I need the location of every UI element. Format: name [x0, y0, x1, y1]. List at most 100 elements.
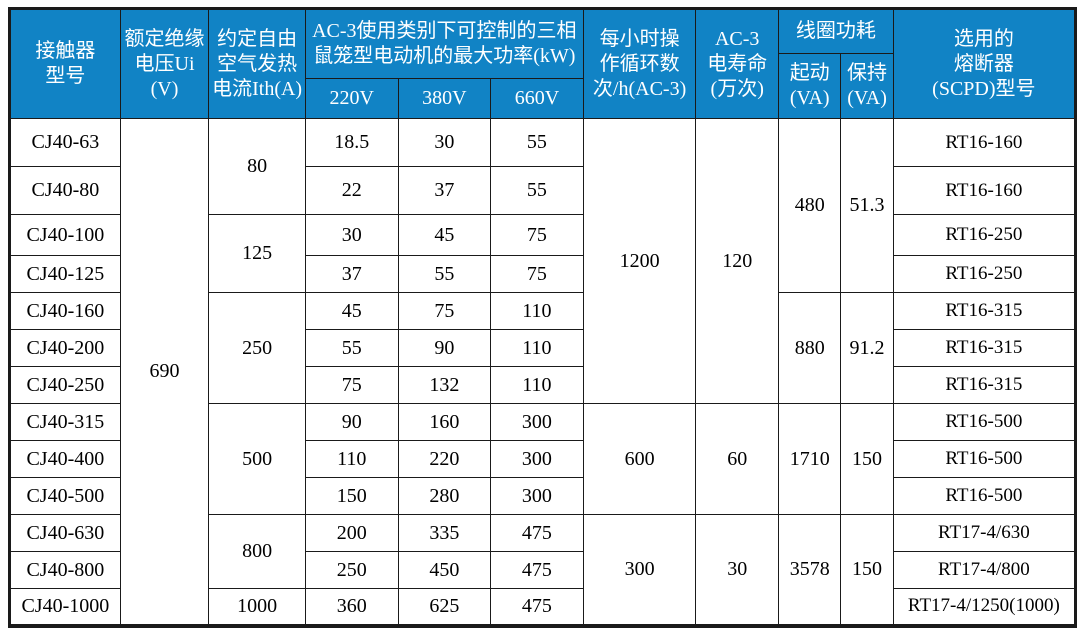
scpd-cell: RT16-500: [892, 403, 1077, 441]
header-thermal-current: 约定自由 空气发热 电流Ith(A): [208, 8, 306, 119]
table-row-cj40-100: CJ40-100 125 30 45 75 RT16-250: [9, 214, 1077, 293]
kw-380v-cell: 220: [397, 440, 492, 478]
coil-start-cell: 480: [777, 118, 842, 293]
table-row-cj40-630: CJ40-630 800 200 335 475 300 30 3578 150…: [9, 514, 1077, 626]
kw-380v-cell: 450: [397, 551, 492, 589]
scpd-cell: RT16-315: [892, 329, 1077, 367]
scpd-cell: RT17-4/800: [892, 551, 1077, 589]
kw-220v-cell: 55: [304, 329, 399, 367]
thermal-current-cell: 800: [208, 514, 306, 589]
model-cell: CJ40-630: [9, 514, 121, 552]
kw-220v-cell: 360: [304, 588, 399, 626]
table-row-cj40-80: CJ40-80 22 37 55 RT16-160: [9, 166, 1077, 215]
thermal-current-cell: 250: [208, 292, 306, 404]
kw-660v-cell: 475: [490, 588, 584, 626]
model-cell: CJ40-63: [9, 118, 121, 167]
coil-hold-cell: 51.3: [840, 118, 894, 293]
model-cell: CJ40-400: [9, 440, 121, 478]
kw-380v-cell: 75: [397, 292, 492, 330]
kw-220v-cell: 18.5: [304, 118, 399, 167]
scpd-cell: RT16-315: [892, 292, 1077, 330]
table-row-cj40-125: CJ40-125 37 55 75 RT16-250: [9, 255, 1077, 293]
table-row-cj40-200: CJ40-200 55 90 110 RT16-315: [9, 329, 1077, 367]
scpd-cell: RT16-250: [892, 255, 1077, 293]
kw-380v-cell: 55: [397, 255, 492, 293]
header-row-1: 接触器 型号 额定绝缘 电压Ui (V) 约定自由 空气发热 电流Ith(A) …: [9, 8, 1077, 119]
kw-380v-cell: 30: [397, 118, 492, 167]
kw-220v-cell: 37: [304, 255, 399, 293]
kw-220v-cell: 250: [304, 551, 399, 589]
scpd-cell: RT16-160: [892, 166, 1077, 215]
header-row-3: 220V 380V 660V: [10, 78, 1076, 119]
header-model: 接触器 型号: [9, 8, 121, 119]
kw-660v-cell: 110: [490, 329, 584, 367]
kw-380v-cell: 160: [397, 403, 492, 441]
kw-660v-cell: 475: [490, 551, 584, 589]
kw-220v-cell: 75: [304, 366, 399, 404]
kw-220v-cell: 90: [304, 403, 399, 441]
kw-220v-cell: 200: [304, 514, 399, 552]
table-body: CJ40-63 690 80 18.5 30 55 1200 120 480 5…: [9, 118, 1077, 626]
scpd-cell: RT16-250: [892, 214, 1077, 256]
model-cell: CJ40-200: [9, 329, 121, 367]
life-cell: 60: [695, 403, 779, 515]
kw-380v-cell: 335: [397, 514, 492, 552]
header-cycles-per-hour: 每小时操 作循环数 次/h(AC-3): [582, 8, 697, 119]
table-row-cj40-800: CJ40-800 250 450 475 RT17-4/800: [9, 551, 1077, 589]
cycles-cell: 600: [582, 403, 697, 515]
kw-660v-cell: 475: [490, 514, 584, 552]
thermal-current-cell: 500: [208, 403, 306, 515]
table-row-cj40-250: CJ40-250 75 132 110 RT16-315: [9, 366, 1077, 404]
kw-660v-cell: 300: [490, 477, 584, 515]
table-row-cj40-315: CJ40-315 500 90 160 300 600 60 1710 150 …: [9, 403, 1077, 515]
kw-660v-cell: 75: [490, 255, 584, 293]
thermal-current-cell: 80: [208, 118, 306, 215]
kw-380v-cell: 45: [397, 214, 492, 256]
coil-hold-cell: 91.2: [840, 292, 894, 404]
coil-hold-cell: 150: [840, 514, 894, 626]
kw-220v-cell: 30: [304, 214, 399, 256]
coil-start-cell: 3578: [777, 514, 842, 626]
kw-220v-cell: 150: [304, 477, 399, 515]
coil-start-cell: 880: [777, 292, 842, 404]
contactor-spec-table: 接触器 型号 额定绝缘 电压Ui (V) 约定自由 空气发热 电流Ith(A) …: [8, 7, 1077, 628]
kw-660v-cell: 75: [490, 214, 584, 256]
header-row-2: 起动 (VA) 保持 (VA): [10, 53, 1076, 119]
kw-660v-cell: 300: [490, 403, 584, 441]
kw-380v-cell: 280: [397, 477, 492, 515]
scpd-cell: RT16-160: [892, 118, 1077, 167]
kw-220v-cell: 110: [304, 440, 399, 478]
insulation-voltage-cell: 690: [119, 118, 210, 626]
kw-660v-cell: 110: [490, 366, 584, 404]
model-cell: CJ40-125: [9, 255, 121, 293]
life-cell: 30: [695, 514, 779, 626]
header-kw-660v: 660V: [490, 78, 584, 119]
kw-660v-cell: 110: [490, 292, 584, 330]
kw-660v-cell: 55: [490, 166, 584, 215]
header-coil-start: 起动 (VA): [777, 53, 842, 119]
thermal-current-cell: 125: [208, 214, 306, 293]
coil-hold-cell: 150: [840, 403, 894, 515]
life-cell: 120: [695, 118, 779, 404]
kw-380v-cell: 625: [397, 588, 492, 626]
kw-660v-cell: 55: [490, 118, 584, 167]
coil-start-cell: 1710: [777, 403, 842, 515]
model-cell: CJ40-160: [9, 292, 121, 330]
scpd-cell: RT16-500: [892, 477, 1077, 515]
header-insulation-voltage: 额定绝缘 电压Ui (V): [119, 8, 210, 119]
kw-220v-cell: 45: [304, 292, 399, 330]
header-kw-group: AC-3使用类别下可控制的三相 鼠笼型电动机的最大功率(kW): [304, 8, 584, 79]
thermal-current-cell: 1000: [208, 588, 306, 626]
model-cell: CJ40-1000: [9, 588, 121, 626]
cycles-cell: 300: [582, 514, 697, 626]
scpd-cell: RT17-4/1250(1000): [892, 588, 1077, 626]
model-cell: CJ40-250: [9, 366, 121, 404]
model-cell: CJ40-315: [9, 403, 121, 441]
table-row-cj40-160: CJ40-160 250 45 75 110 880 91.2 RT16-315: [9, 292, 1077, 404]
header-electrical-life: AC-3 电寿命 (万次): [695, 8, 779, 119]
scpd-cell: RT16-500: [892, 440, 1077, 478]
model-cell: CJ40-100: [9, 214, 121, 256]
header-coil-power-group: 线圈功耗: [777, 8, 894, 54]
scpd-cell: RT17-4/630: [892, 514, 1077, 552]
scpd-cell: RT16-315: [892, 366, 1077, 404]
